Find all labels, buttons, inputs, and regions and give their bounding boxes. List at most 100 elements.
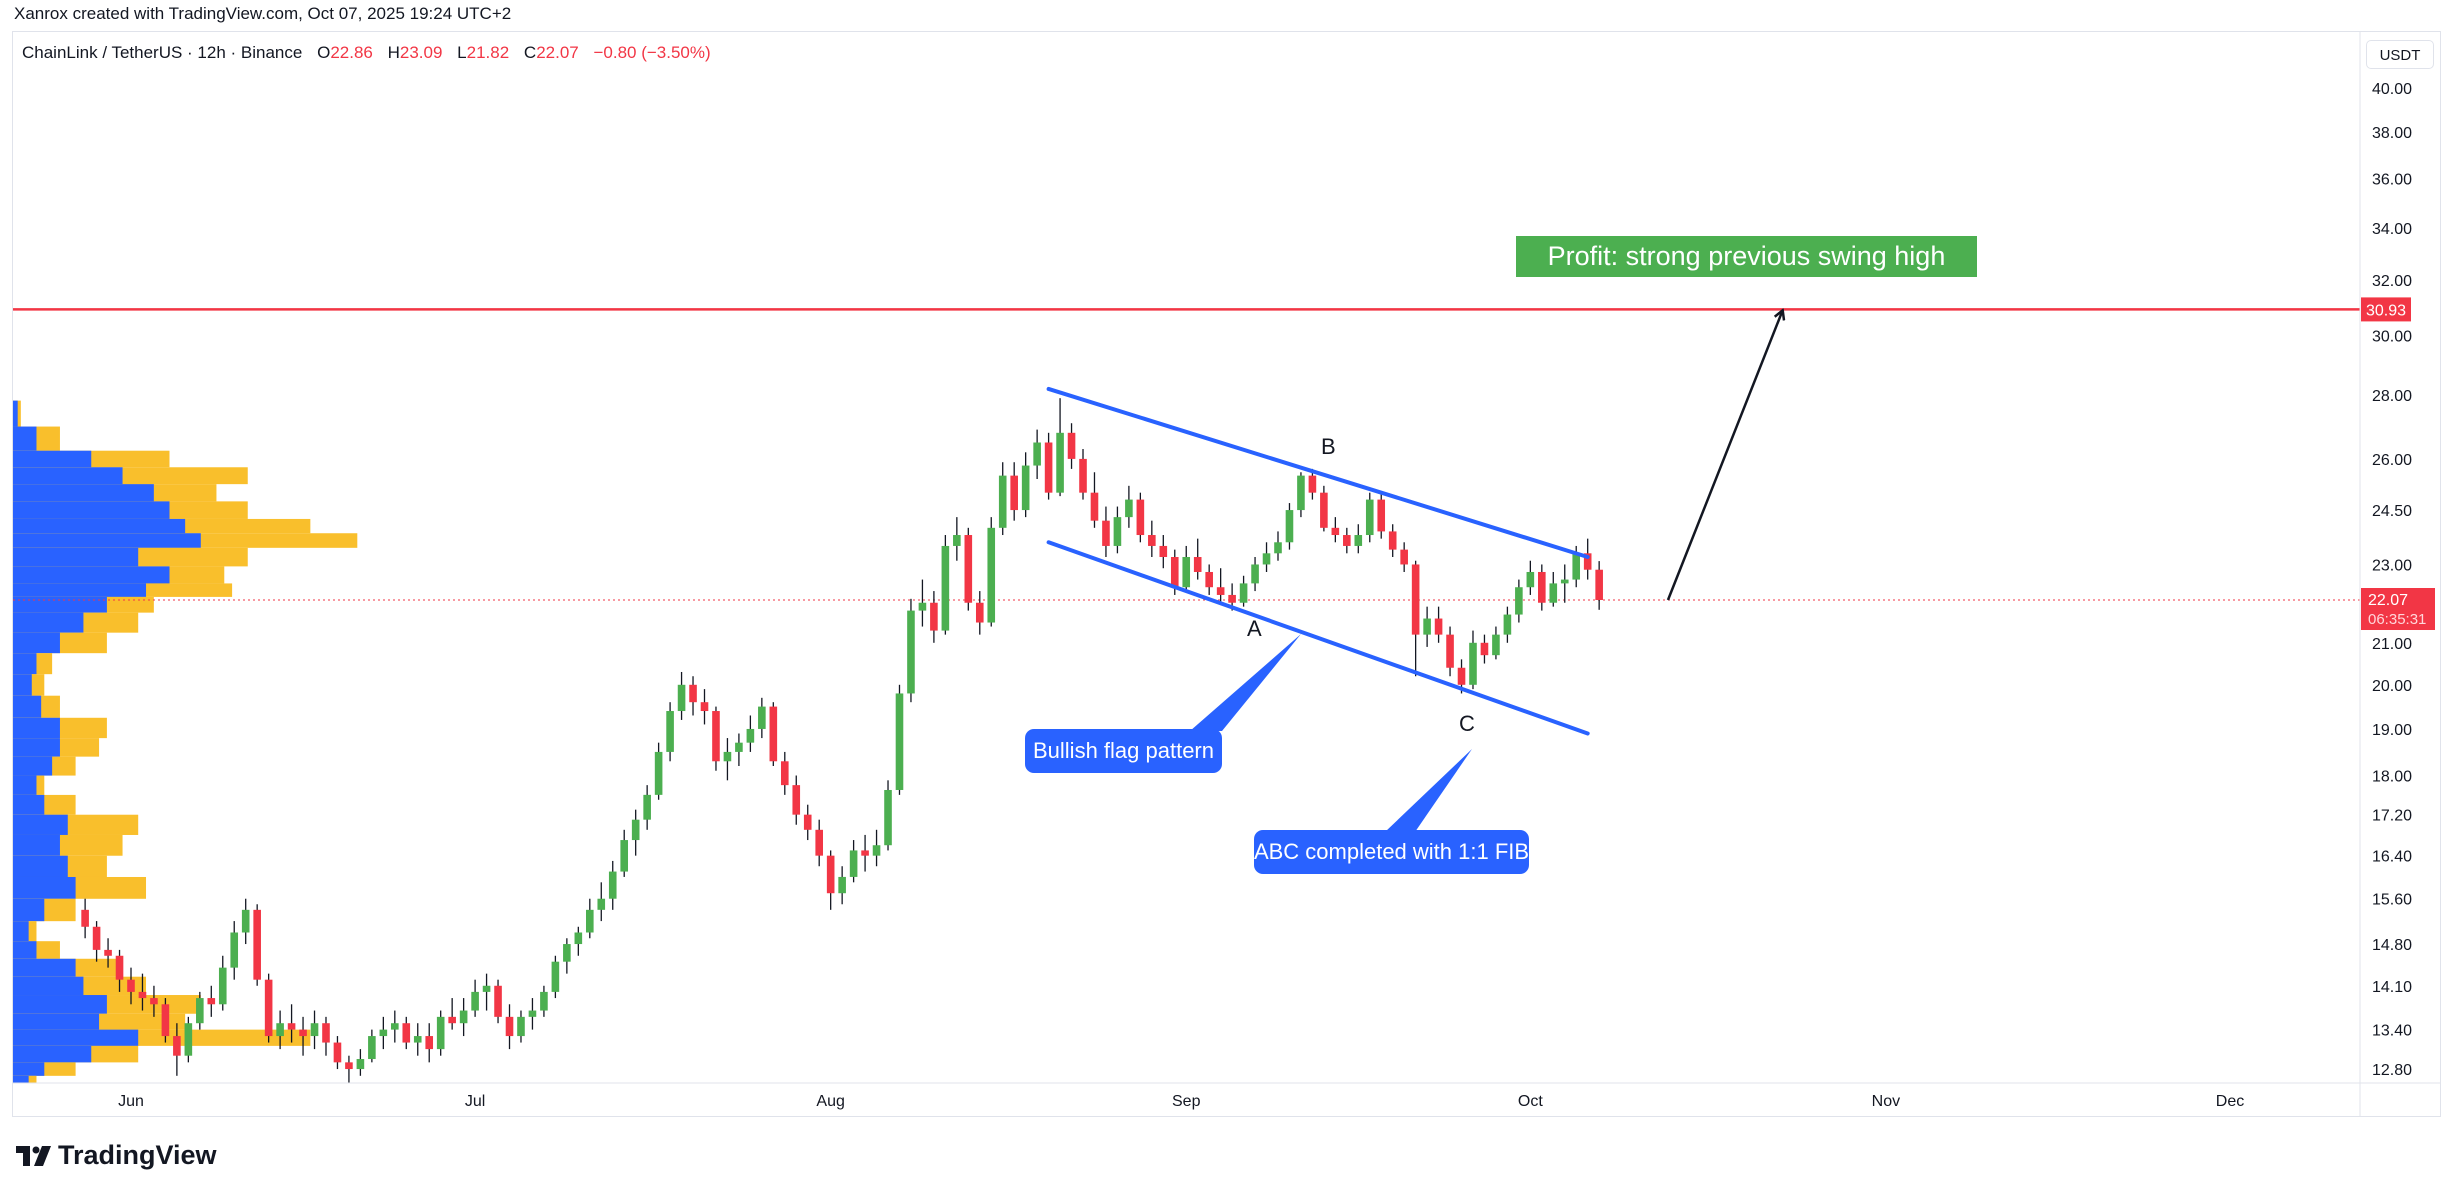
candle[interactable] xyxy=(333,1036,342,1070)
candle[interactable] xyxy=(436,1010,445,1056)
candle[interactable] xyxy=(184,1016,193,1063)
candle[interactable] xyxy=(92,921,101,962)
candle[interactable] xyxy=(253,904,261,986)
candle[interactable] xyxy=(1320,485,1328,532)
candle[interactable] xyxy=(1182,545,1191,592)
candle[interactable] xyxy=(230,921,239,980)
wave-label-a[interactable]: A xyxy=(1247,616,1262,641)
candle[interactable] xyxy=(780,751,789,795)
candle[interactable] xyxy=(379,1016,388,1050)
wave-label-c[interactable]: C xyxy=(1459,711,1475,736)
candle[interactable] xyxy=(459,998,468,1037)
candle[interactable] xyxy=(1136,492,1145,543)
candle[interactable] xyxy=(563,938,571,974)
candle[interactable] xyxy=(1434,606,1443,643)
candle[interactable] xyxy=(792,775,801,825)
candle[interactable] xyxy=(551,955,560,999)
candle[interactable] xyxy=(723,738,732,781)
candle[interactable] xyxy=(1262,542,1271,572)
candle[interactable] xyxy=(700,689,709,725)
symbol-title[interactable]: ChainLink / TetherUS · 12h · Binance xyxy=(22,43,303,62)
candle[interactable] xyxy=(1343,527,1351,554)
candle[interactable] xyxy=(1079,449,1087,500)
candle[interactable] xyxy=(1538,564,1546,611)
candle[interactable] xyxy=(1388,524,1397,558)
candle[interactable] xyxy=(1159,535,1168,569)
candle[interactable] xyxy=(368,1029,376,1063)
candle[interactable] xyxy=(207,985,216,1017)
candle[interactable] xyxy=(1583,538,1592,580)
profit-target-label[interactable]: Profit: strong previous swing high xyxy=(1516,236,1977,277)
plot-area[interactable] xyxy=(13,309,2360,1092)
candle[interactable] xyxy=(310,1010,319,1050)
candle[interactable] xyxy=(287,1004,296,1043)
candle[interactable] xyxy=(998,462,1007,536)
candle[interactable] xyxy=(81,898,89,939)
candle[interactable] xyxy=(391,1010,399,1043)
candle[interactable] xyxy=(1216,568,1225,603)
candle[interactable] xyxy=(196,991,204,1030)
candle[interactable] xyxy=(425,1023,434,1063)
bullish-flag-callout[interactable]: Bullish flag pattern xyxy=(1025,729,1222,773)
candle[interactable] xyxy=(413,1023,422,1056)
candle[interactable] xyxy=(689,676,697,716)
candle[interactable] xyxy=(276,1010,284,1050)
candle[interactable] xyxy=(345,1055,353,1083)
candle[interactable] xyxy=(895,684,904,795)
candle[interactable] xyxy=(643,785,651,830)
candle[interactable] xyxy=(826,850,835,910)
candle[interactable] xyxy=(838,866,846,905)
candle[interactable] xyxy=(1469,630,1477,690)
candle[interactable] xyxy=(127,967,135,1005)
candle[interactable] xyxy=(975,591,984,635)
candle[interactable] xyxy=(104,938,112,968)
candle[interactable] xyxy=(884,780,892,851)
candle[interactable] xyxy=(803,804,812,841)
candle[interactable] xyxy=(218,955,227,1011)
candle[interactable] xyxy=(1400,542,1408,572)
candle[interactable] xyxy=(1125,485,1133,528)
candle[interactable] xyxy=(1067,423,1076,469)
candle[interactable] xyxy=(666,702,674,762)
candle[interactable] xyxy=(115,949,124,992)
candle[interactable] xyxy=(1274,531,1282,561)
candle[interactable] xyxy=(597,882,606,922)
candle[interactable] xyxy=(735,733,743,767)
candle[interactable] xyxy=(1377,492,1386,539)
candle[interactable] xyxy=(941,535,950,635)
candle[interactable] xyxy=(712,706,720,771)
candle[interactable] xyxy=(930,591,938,643)
candle[interactable] xyxy=(1331,517,1340,543)
candle[interactable] xyxy=(150,985,158,1017)
candle[interactable] xyxy=(1526,560,1535,595)
candle[interactable] xyxy=(1560,564,1569,603)
candle[interactable] xyxy=(1595,561,1603,610)
candle[interactable] xyxy=(1251,557,1259,592)
candle[interactable] xyxy=(1285,503,1294,550)
candle[interactable] xyxy=(517,1010,525,1043)
candle[interactable] xyxy=(299,1016,307,1056)
candle[interactable] xyxy=(953,517,961,561)
candle[interactable] xyxy=(1090,472,1099,528)
candle[interactable] xyxy=(356,1049,365,1076)
candle[interactable] xyxy=(849,840,858,883)
currency-button[interactable]: USDT xyxy=(2366,40,2434,69)
candle[interactable] xyxy=(528,998,537,1030)
wave-label-b[interactable]: B xyxy=(1321,434,1336,459)
candle[interactable] xyxy=(1193,538,1202,580)
candle[interactable] xyxy=(654,742,663,800)
candle[interactable] xyxy=(918,579,927,627)
candle[interactable] xyxy=(241,898,250,945)
candle[interactable] xyxy=(1411,560,1420,677)
candle[interactable] xyxy=(1492,626,1500,660)
candle[interactable] xyxy=(1056,398,1064,497)
candle[interactable] xyxy=(322,1016,330,1056)
candle[interactable] xyxy=(1297,472,1305,518)
candle[interactable] xyxy=(608,860,617,910)
candle[interactable] xyxy=(1010,462,1018,521)
candle[interactable] xyxy=(161,998,170,1043)
channel-upper-line[interactable] xyxy=(1046,386,1590,560)
candle[interactable] xyxy=(494,979,502,1024)
candle[interactable] xyxy=(769,702,778,767)
candle[interactable] xyxy=(1354,524,1363,554)
